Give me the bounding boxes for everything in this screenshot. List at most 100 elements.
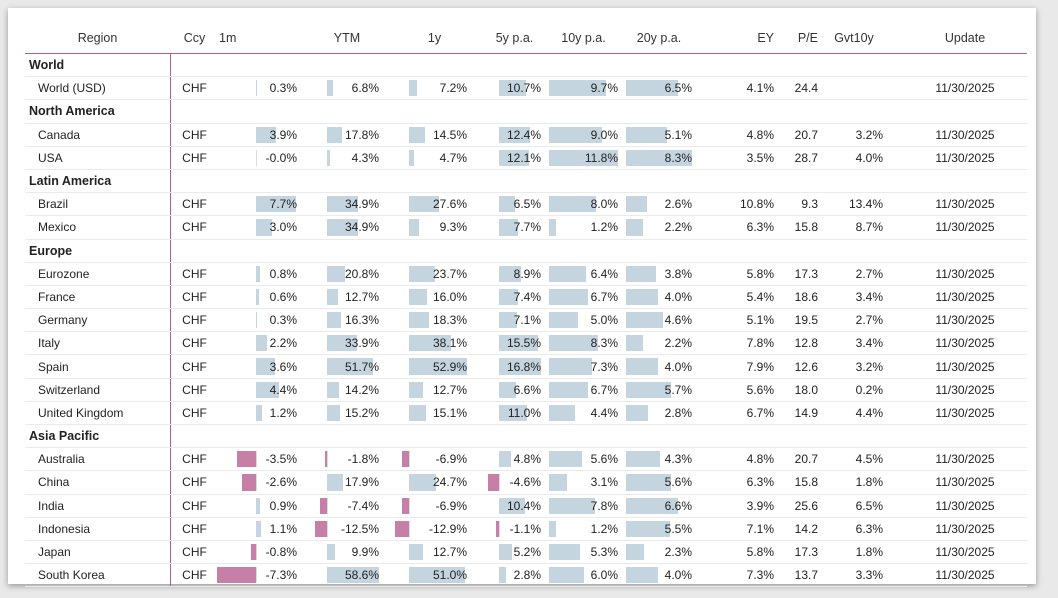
positive-bar [499, 497, 526, 514]
cell-value: 11/30/2025 [935, 545, 995, 560]
cell-value: 14.9 [794, 405, 818, 420]
header-y10[interactable]: 10y p.a. [561, 30, 606, 45]
header-gvt[interactable]: Gvt10y [834, 30, 874, 45]
cell-update: 11/30/2025 [905, 564, 1025, 586]
column-divider [170, 540, 171, 564]
negative-bar [237, 451, 256, 468]
cell-value: 9.3% [439, 220, 467, 235]
header-y5[interactable]: 5y p.a. [495, 30, 534, 45]
zero-line [255, 543, 257, 561]
cell-value: 11/30/2025 [935, 498, 995, 513]
cell-y20: 6.6% [626, 495, 692, 517]
cell-value: 15.2% [344, 405, 379, 420]
header-ytm[interactable]: YTM [333, 30, 361, 45]
cell-y5: 7.1% [488, 309, 541, 331]
cell-value: 11/30/2025 [935, 336, 995, 351]
positive-bar [499, 126, 531, 143]
table-row[interactable]: World (USD) CHF 0.3% 6.8% 7.2% 10.7% 9.7% 6.5% 4… [25, 77, 1027, 101]
table-row[interactable]: USA CHF -0.0% 4.3% 4.7% 12.1% 11.8% 8.3% 3.5% 28.… [25, 146, 1027, 170]
cell-value: 4.0% [664, 289, 692, 304]
column-divider [170, 378, 171, 401]
cell-value: CHF [182, 220, 207, 235]
positive-bar [626, 149, 692, 166]
cell-value: -2.6% [265, 475, 297, 490]
cell-y10: 6.0% [549, 564, 618, 586]
table-row[interactable]: United Kingdom CHF 1.2% 15.2% 15.1% 11.0% 4.4%… [25, 401, 1027, 425]
cell-y10: 5.6% [549, 448, 618, 470]
header-y1[interactable]: 1y [427, 30, 442, 45]
cell-ytm: 14.2% [315, 379, 379, 401]
cell-ey: 3.9% [725, 495, 774, 517]
table-row[interactable]: Brazil CHF 7.7% 34.9% 27.6% 6.5% 8.0% 2.6% 10.8%… [25, 193, 1027, 217]
cell-region: India [25, 495, 170, 517]
cell-value: 2.2% [664, 220, 692, 235]
table-row[interactable]: China CHF -2.6% 17.9% 24.7% -4.6% 3.1% 5.6% 6.3%… [25, 471, 1027, 495]
table-row[interactable]: Spain CHF 3.6% 51.7% 52.9% 16.8% 7.3% 4.0% 7.9% 1… [25, 355, 1027, 379]
table-row[interactable]: India CHF 0.9% -7.4% -6.9% 10.4% 7.8% 6.6% 3.9% 2… [25, 494, 1027, 518]
cell-value: 7.1% [513, 313, 541, 328]
cell-gvt: 3.4% [825, 332, 883, 354]
cell-value: CHF [182, 405, 207, 420]
table-row[interactable]: South Korea CHF -7.3% 58.6% 51.0% 2.8% 6.0% 4.0… [25, 564, 1027, 588]
cell-y1: 51.0% [402, 564, 467, 586]
table-row[interactable]: Indonesia CHF 1.1% -12.5% -12.9% -1.1% 1.2% 5.5… [25, 517, 1027, 541]
header-region[interactable]: Region [77, 30, 118, 45]
header-pe[interactable]: P/E [797, 30, 818, 45]
table-row[interactable]: Switzerland CHF 4.4% 14.2% 12.7% 6.6% 6.7% 5.7%… [25, 378, 1027, 402]
cell-value: 1.8% [855, 475, 883, 490]
header-ccy[interactable]: Ccy [183, 30, 206, 45]
positive-bar [326, 543, 336, 561]
cell-pe: 15.8 [780, 471, 818, 493]
group-label: World [29, 58, 65, 73]
cell-value: World (USD) [38, 81, 106, 96]
cell-value: 11/30/2025 [935, 405, 995, 420]
positive-bar [255, 497, 261, 514]
table-row[interactable]: Japan CHF -0.8% 9.9% 12.7% 5.2% 5.3% 2.3% 5.8% 17… [25, 540, 1027, 565]
cell-value: 5.1% [664, 127, 692, 142]
cell-y10: 7.8% [549, 495, 618, 517]
table-row[interactable]: Canada CHF 3.9% 17.8% 14.5% 12.4% 9.0% 5.1% 4.8%… [25, 123, 1027, 147]
cell-gvt: 4.0% [825, 147, 883, 169]
negative-bar [496, 520, 500, 537]
cell-update: 11/30/2025 [905, 495, 1025, 517]
header-m1[interactable]: 1m [219, 30, 237, 45]
cell-y10: 8.3% [549, 332, 618, 354]
cell-value: 3.9% [746, 498, 774, 513]
column-divider [170, 401, 171, 424]
cell-region: Italy [25, 332, 170, 354]
table-row[interactable]: Italy CHF 2.2% 33.9% 38.1% 15.5% 8.3% 2.2% 7.8% 1… [25, 332, 1027, 356]
table-row[interactable]: Australia CHF -3.5% -1.8% -6.9% 4.8% 5.6% 4.3% 4… [25, 448, 1027, 472]
cell-value: 11/30/2025 [935, 127, 995, 142]
cell-value: USA [38, 150, 63, 165]
table-row[interactable]: France CHF 0.6% 12.7% 16.0% 7.4% 6.7% 4.0% 5.4% 1… [25, 285, 1027, 310]
positive-bar [255, 520, 262, 537]
cell-value: 6.3% [746, 220, 774, 235]
cell-region: Switzerland [25, 379, 170, 401]
header-y20[interactable]: 20y p.a. [636, 30, 682, 45]
cell-pe: 25.6 [780, 495, 818, 517]
cell-y20: 4.0% [626, 286, 692, 308]
cell-y5: 7.7% [488, 216, 541, 238]
cell-value: 16.0% [432, 289, 467, 304]
header-update[interactable]: Update [944, 30, 986, 45]
cell-ytm: 33.9% [315, 332, 379, 354]
cell-ytm: 16.3% [315, 309, 379, 331]
cell-y5: 15.5% [488, 332, 541, 354]
cell-gvt: 4.5% [825, 448, 883, 470]
cell-value: -0.0% [265, 150, 297, 165]
cell-value: 12.7% [432, 382, 467, 397]
cell-m1: 2.2% [219, 332, 297, 354]
table-row[interactable]: Eurozone CHF 0.8% 20.8% 23.7% 8.9% 6.4% 3.8% 5.8… [25, 262, 1027, 286]
cell-y5: 16.8% [488, 355, 541, 377]
cell-y20: 3.8% [626, 263, 692, 285]
table-row[interactable]: Germany CHF 0.3% 16.3% 18.3% 7.1% 5.0% 4.6% 5.1%… [25, 309, 1027, 333]
positive-bar [255, 288, 259, 306]
header-ey[interactable]: EY [757, 30, 774, 45]
cell-value: 14.5% [432, 127, 467, 142]
cell-value: 7.7% [513, 220, 541, 235]
positive-bar [626, 126, 667, 143]
table-row[interactable]: Mexico CHF 3.0% 34.9% 9.3% 7.7% 1.2% 2.2% 6.3% 15… [25, 216, 1027, 240]
cell-ytm: -7.4% [315, 495, 379, 517]
cell-value: 51.7% [344, 359, 379, 374]
cell-region: Canada [25, 124, 170, 146]
